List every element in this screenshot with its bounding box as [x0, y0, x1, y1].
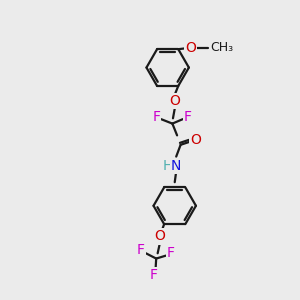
- Text: O: O: [190, 133, 201, 146]
- Text: F: F: [184, 110, 192, 124]
- Text: F: F: [150, 268, 158, 282]
- Text: F: F: [152, 110, 160, 124]
- Text: CH₃: CH₃: [210, 41, 233, 54]
- Text: O: O: [185, 41, 196, 55]
- Text: F: F: [137, 243, 145, 257]
- Text: O: O: [154, 230, 165, 244]
- Text: H: H: [163, 159, 173, 173]
- Text: F: F: [167, 246, 175, 260]
- Text: O: O: [169, 94, 180, 108]
- Text: N: N: [171, 159, 181, 173]
